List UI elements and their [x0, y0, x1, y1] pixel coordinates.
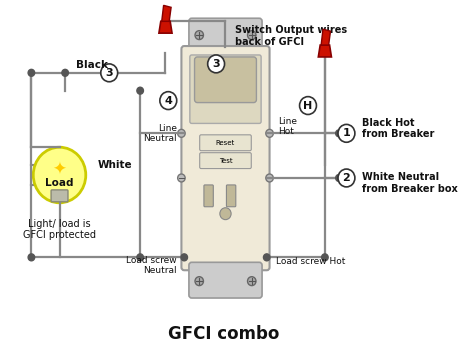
Circle shape — [178, 174, 185, 182]
Text: Line
Hot: Line Hot — [278, 117, 297, 136]
Circle shape — [321, 254, 328, 261]
Circle shape — [336, 130, 342, 137]
FancyBboxPatch shape — [204, 185, 213, 207]
Text: 3: 3 — [212, 59, 220, 69]
FancyBboxPatch shape — [189, 18, 262, 54]
Circle shape — [336, 174, 342, 181]
Text: Light/ load is
GFCI protected: Light/ load is GFCI protected — [23, 219, 96, 240]
Circle shape — [181, 254, 188, 261]
Polygon shape — [162, 5, 171, 21]
Circle shape — [28, 69, 35, 76]
Circle shape — [137, 87, 144, 94]
Text: Line
Neutral: Line Neutral — [143, 124, 177, 143]
FancyBboxPatch shape — [227, 185, 236, 207]
Text: Black Hot
from Breaker: Black Hot from Breaker — [363, 118, 435, 139]
Text: Load screw
Neutral: Load screw Neutral — [126, 256, 177, 275]
Text: Load screw Hot: Load screw Hot — [276, 257, 346, 266]
Circle shape — [247, 31, 256, 40]
FancyBboxPatch shape — [182, 46, 270, 270]
Circle shape — [338, 169, 355, 187]
Text: GFCI combo: GFCI combo — [168, 325, 279, 343]
Circle shape — [101, 64, 118, 82]
Text: Test: Test — [219, 158, 232, 164]
Circle shape — [137, 254, 144, 261]
FancyBboxPatch shape — [194, 57, 256, 102]
Text: White Neutral
from Breaker box: White Neutral from Breaker box — [363, 172, 458, 194]
Polygon shape — [159, 21, 172, 33]
Polygon shape — [319, 45, 331, 57]
Text: 2: 2 — [343, 173, 350, 183]
Text: Reset: Reset — [216, 140, 235, 146]
Circle shape — [208, 55, 225, 73]
FancyBboxPatch shape — [200, 153, 251, 168]
Text: 1: 1 — [343, 128, 350, 138]
Circle shape — [28, 254, 35, 261]
Text: White: White — [98, 160, 133, 170]
Circle shape — [195, 277, 203, 286]
Circle shape — [266, 130, 273, 137]
Circle shape — [220, 208, 231, 220]
FancyBboxPatch shape — [189, 262, 262, 298]
Circle shape — [264, 254, 270, 261]
Circle shape — [33, 147, 86, 203]
Text: Black: Black — [76, 60, 109, 70]
Text: Switch Output wires
back of GFCI: Switch Output wires back of GFCI — [235, 25, 347, 47]
Circle shape — [160, 92, 177, 110]
Circle shape — [266, 174, 273, 182]
Circle shape — [247, 277, 256, 286]
Circle shape — [338, 124, 355, 142]
Circle shape — [195, 31, 203, 40]
FancyBboxPatch shape — [190, 55, 261, 124]
Text: ✦: ✦ — [53, 161, 66, 179]
Polygon shape — [321, 29, 330, 45]
Circle shape — [300, 97, 317, 114]
Text: 4: 4 — [164, 95, 172, 106]
FancyBboxPatch shape — [200, 135, 251, 151]
Text: Load: Load — [46, 178, 74, 188]
Text: H: H — [303, 100, 313, 111]
Circle shape — [62, 69, 68, 76]
Text: 3: 3 — [105, 68, 113, 78]
Circle shape — [178, 130, 185, 137]
FancyBboxPatch shape — [51, 190, 68, 202]
